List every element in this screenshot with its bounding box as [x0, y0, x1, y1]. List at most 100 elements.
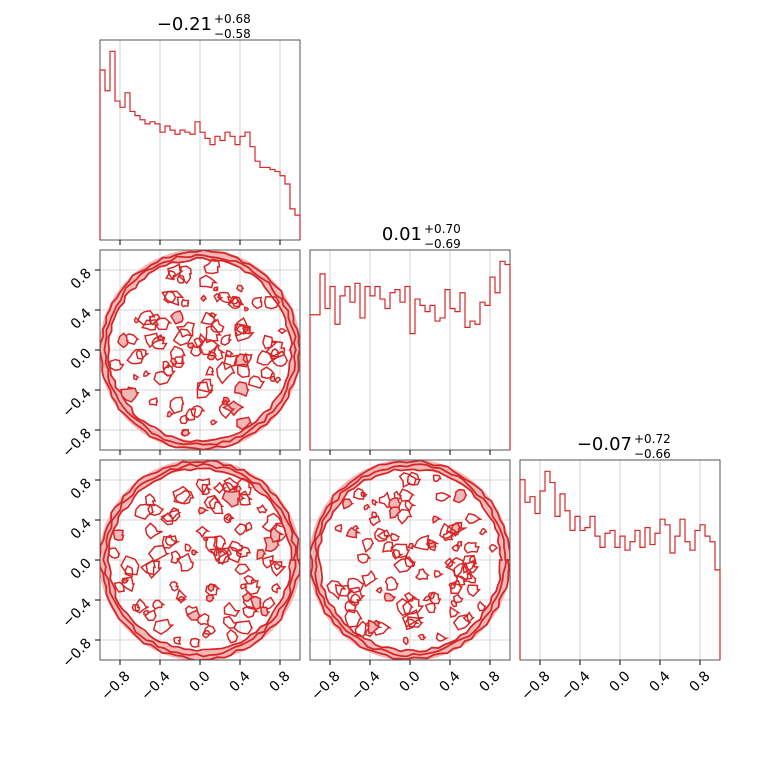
histogram-step-line	[309, 260, 511, 450]
contour-blob	[169, 310, 184, 325]
contour-blob	[271, 582, 282, 594]
contour-blob	[477, 600, 487, 612]
contour-blob	[236, 363, 250, 378]
contour-blob	[466, 584, 482, 598]
contour-blob	[153, 370, 173, 386]
contour-blob	[433, 569, 445, 579]
contour-blob	[144, 332, 162, 349]
contour-blob	[126, 348, 145, 365]
contour-blob	[265, 340, 286, 359]
contour-blob	[223, 477, 240, 491]
contour-blob	[195, 477, 211, 495]
contour-blob	[172, 328, 193, 347]
contour-blob	[205, 365, 214, 376]
contour-blob	[205, 324, 222, 344]
contour-blob	[134, 503, 156, 520]
contour-blob	[207, 343, 227, 362]
contour-blob	[220, 333, 232, 346]
y-tick-label: 0.0	[68, 556, 95, 583]
contour-blob	[221, 400, 244, 417]
contour-blob	[201, 629, 212, 639]
contour-blob	[413, 534, 432, 551]
contour-blob	[462, 611, 476, 623]
y-tick-label: −0.4	[59, 385, 94, 420]
contour-blob	[261, 554, 277, 569]
contour-blob	[243, 574, 257, 585]
x-tick-label: −0.8	[98, 668, 133, 703]
contour-blob	[269, 350, 289, 367]
contour-blob	[449, 605, 462, 618]
contour-blob	[453, 574, 466, 586]
contour-blob	[196, 378, 214, 394]
contour-blob	[277, 328, 289, 335]
x-tick-label: −0.8	[308, 668, 343, 703]
contour-blob	[375, 586, 383, 594]
contour-blob	[462, 554, 478, 574]
contour-ring	[316, 468, 504, 653]
contour-blob	[404, 618, 420, 631]
contour-blob	[488, 543, 499, 553]
contour-blob	[401, 609, 425, 628]
contour-blob	[347, 577, 365, 594]
title-plus: +0.72	[634, 432, 671, 446]
contour-blob	[384, 576, 399, 591]
contour-blob	[120, 555, 140, 576]
contour-blob	[234, 316, 251, 337]
contour-blob	[229, 540, 244, 553]
contour-blob	[243, 306, 250, 312]
density-contours	[310, 460, 510, 660]
contour-blob	[120, 576, 135, 593]
contour-blob	[260, 606, 271, 617]
contour-blob	[203, 258, 221, 275]
contour-blob	[245, 521, 253, 533]
contour-blob	[269, 526, 286, 544]
contour-blob	[190, 404, 206, 419]
x-tick-label: −0.8	[518, 668, 553, 703]
contour-blob	[256, 503, 268, 514]
contour-blob	[242, 352, 253, 363]
x-tick-label: 0.4	[647, 668, 674, 695]
contour-blob	[145, 560, 163, 580]
contour-blob	[112, 529, 125, 541]
title-plus: +0.68	[214, 12, 251, 26]
contour-blob	[456, 540, 463, 548]
contour-blob	[147, 544, 171, 562]
contour-blob	[160, 512, 174, 526]
contour-blob	[161, 535, 181, 549]
contour-blob	[453, 562, 474, 580]
contour-blob	[169, 396, 185, 415]
contour-blob	[398, 471, 420, 489]
contour-blob	[464, 512, 483, 525]
density-contours	[100, 460, 300, 660]
y-tick-label: −0.8	[59, 426, 94, 461]
contour-blob	[161, 290, 185, 307]
contour-blob	[393, 490, 402, 501]
contour-blob	[406, 471, 422, 486]
contour-ring	[102, 462, 297, 658]
contour-blob	[349, 592, 362, 607]
contour-blob	[367, 619, 383, 635]
y-tick-label: 0.4	[68, 515, 95, 542]
contour-blob	[177, 595, 187, 604]
contour-blob	[256, 350, 278, 366]
title-minus: −0.66	[634, 447, 671, 461]
contour-blob	[185, 609, 202, 621]
contour-blob	[200, 294, 207, 303]
contour-blob	[208, 495, 225, 515]
contour-blob	[176, 274, 186, 284]
x-tick-label: −0.4	[558, 668, 593, 703]
contour-blob	[152, 317, 173, 331]
contour-blob	[427, 591, 436, 600]
contour-blob	[176, 552, 194, 572]
contour-blob	[352, 487, 365, 500]
contour-blob	[205, 594, 215, 603]
contour-blob	[389, 506, 401, 519]
contour-blob	[200, 311, 217, 325]
contour-blob	[227, 295, 245, 310]
contour-blob	[429, 591, 442, 605]
contour-blob	[273, 562, 283, 571]
x-tick-label: 0.8	[687, 668, 714, 695]
contour-blob	[404, 499, 417, 512]
contour-blob	[234, 523, 248, 536]
